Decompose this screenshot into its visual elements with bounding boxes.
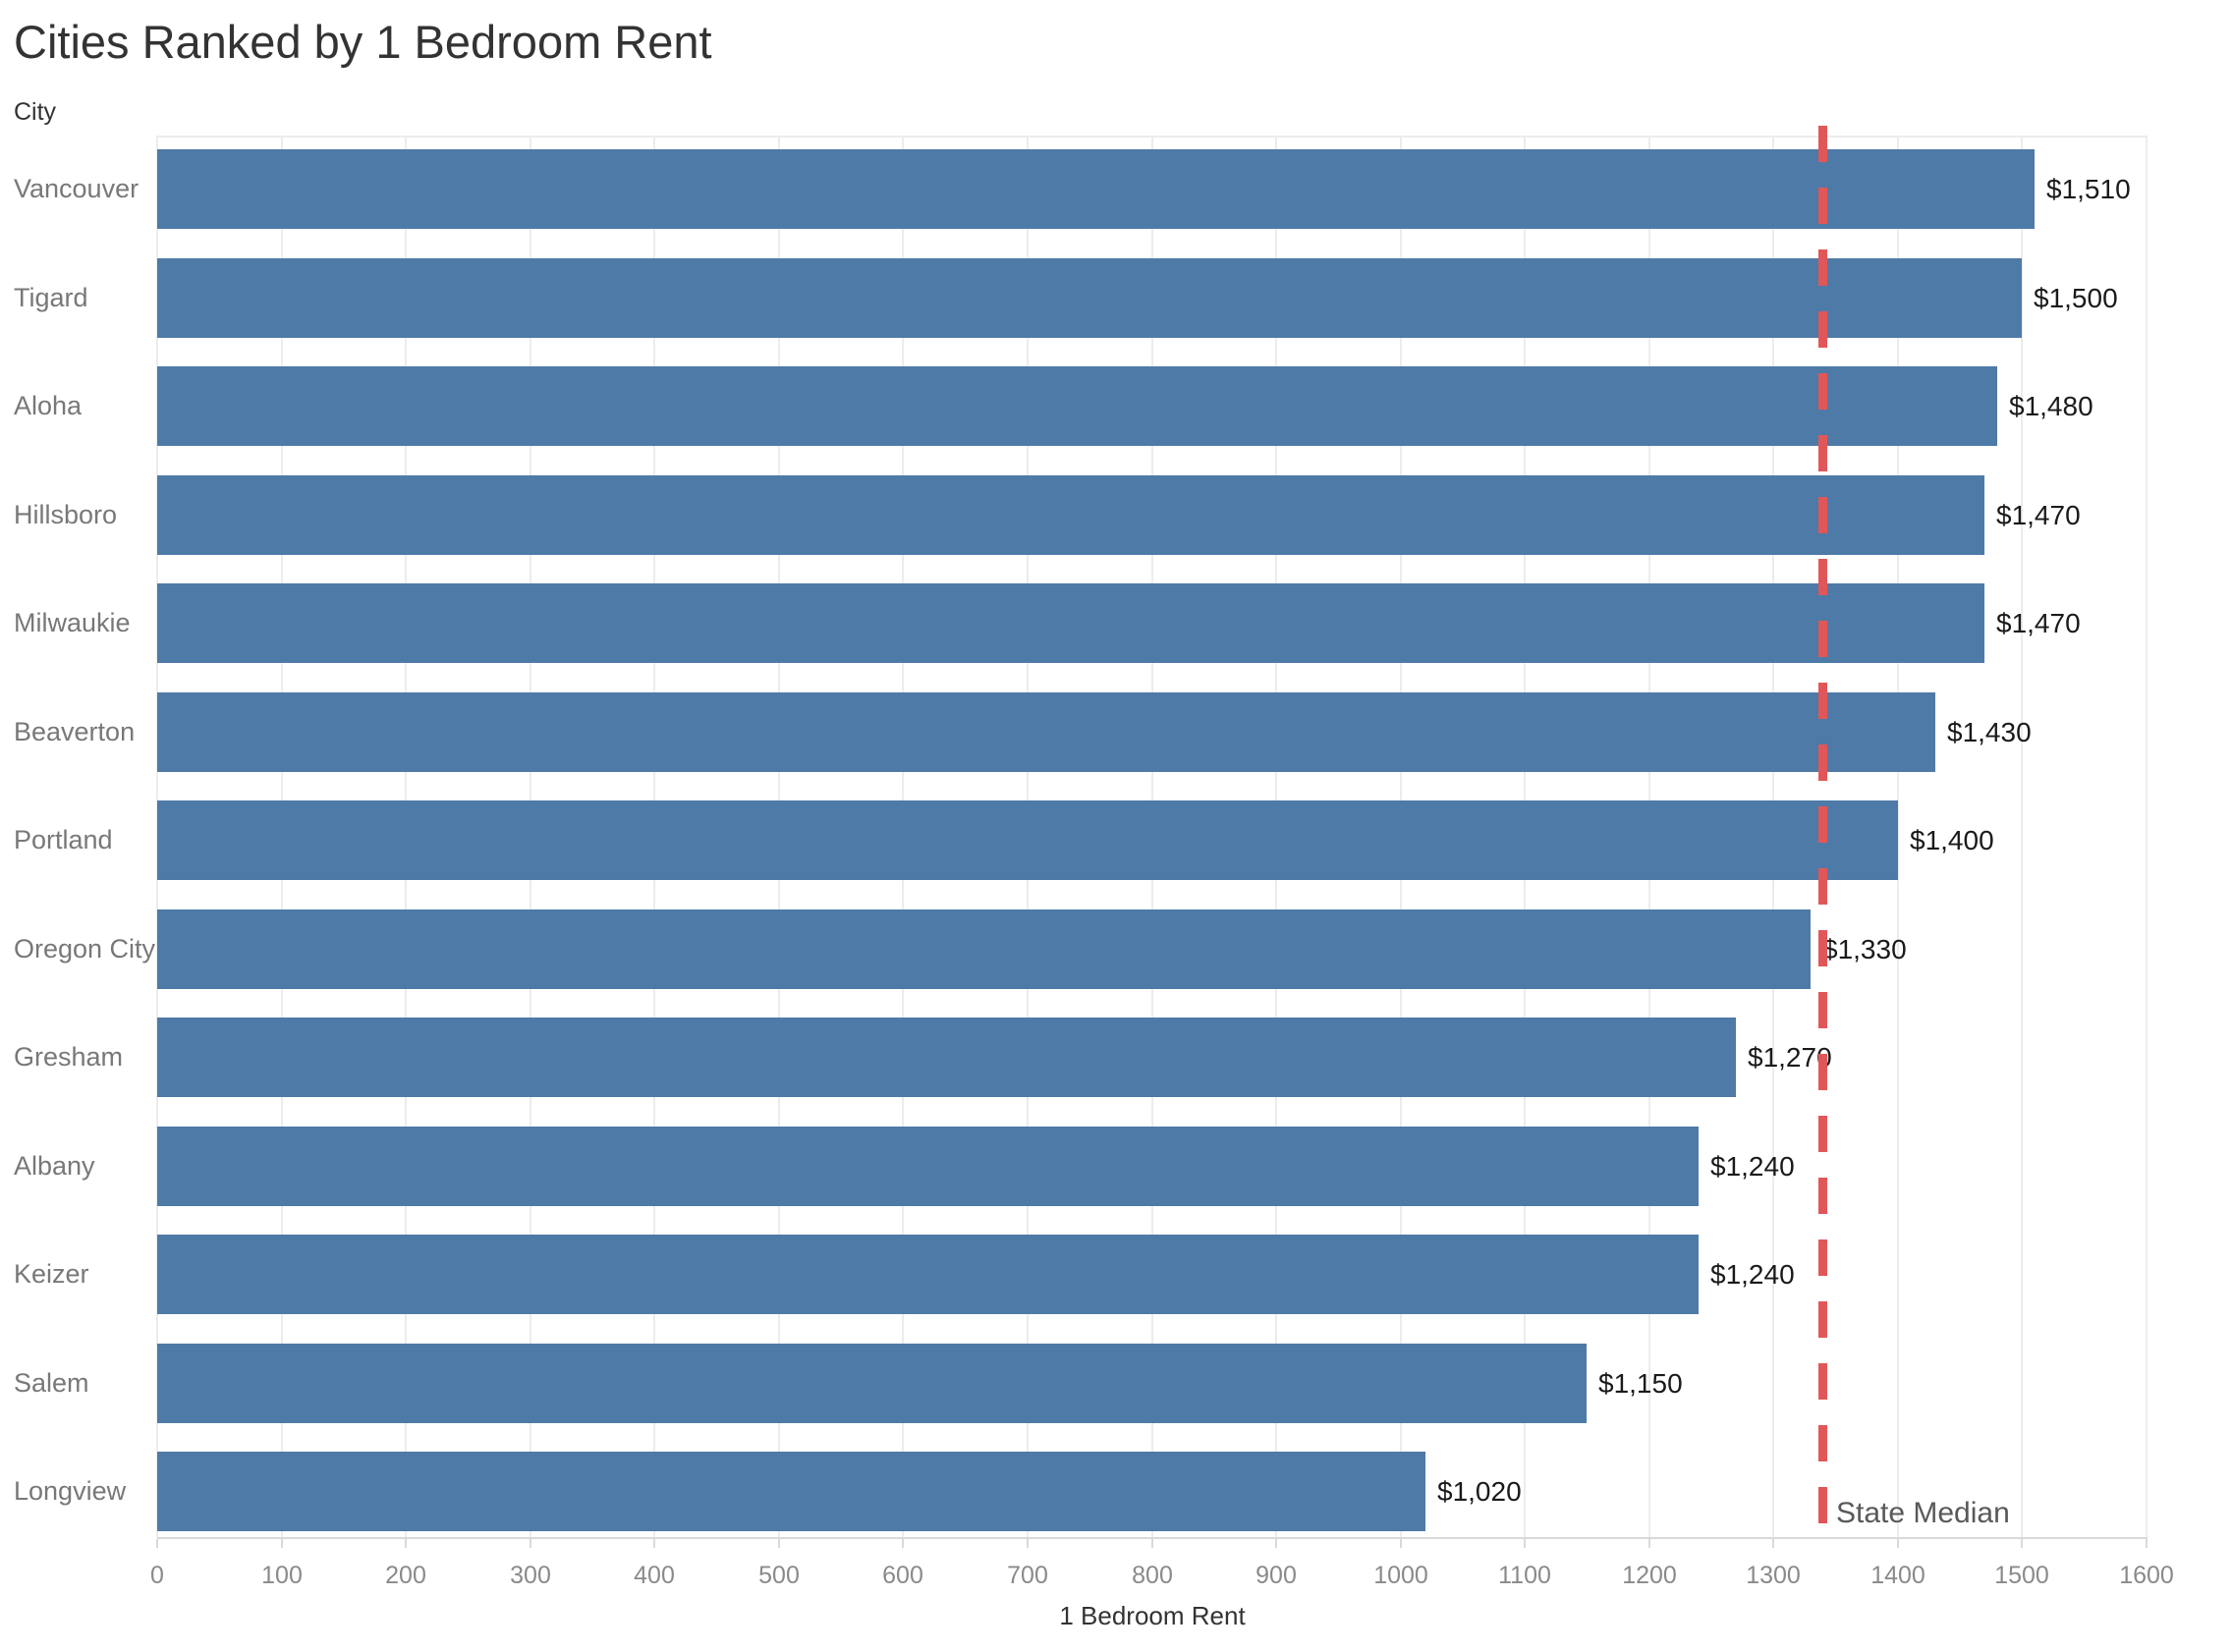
tick-label-1000: 1000 xyxy=(1373,1562,1428,1589)
tick-label-800: 800 xyxy=(1132,1562,1173,1589)
bar-portland[interactable] xyxy=(157,800,1898,880)
tick-label-0: 0 xyxy=(150,1562,164,1589)
value-label-gresham: $1,270 xyxy=(1748,1042,1832,1073)
chart-title: Cities Ranked by 1 Bedroom Rent xyxy=(14,16,712,68)
tick-label-1400: 1400 xyxy=(1870,1562,1925,1589)
axis-tick-1200 xyxy=(1648,1539,1650,1548)
value-label-aloha: $1,480 xyxy=(2009,391,2093,421)
category-label-aloha: Aloha xyxy=(14,391,83,420)
bar-beaverton[interactable] xyxy=(157,692,1935,772)
axis-tick-1600 xyxy=(2146,1539,2148,1548)
tick-label-500: 500 xyxy=(758,1562,800,1589)
bar-gresham[interactable] xyxy=(157,1018,1736,1097)
value-label-salem: $1,150 xyxy=(1598,1368,1683,1399)
axis-tick-200 xyxy=(405,1539,407,1548)
category-label-gresham: Gresham xyxy=(14,1042,124,1072)
tick-label-1600: 1600 xyxy=(2119,1562,2174,1589)
axis-tick-900 xyxy=(1275,1539,1277,1548)
category-label-longview: Longview xyxy=(14,1476,127,1506)
value-label-oregon-city: $1,330 xyxy=(1822,934,1907,964)
axis-tick-800 xyxy=(1151,1539,1153,1548)
tick-label-1500: 1500 xyxy=(1994,1562,2049,1589)
x-axis-line xyxy=(157,1537,2148,1539)
tick-label-600: 600 xyxy=(882,1562,923,1589)
tick-label-400: 400 xyxy=(634,1562,675,1589)
value-label-albany: $1,240 xyxy=(1710,1151,1795,1182)
category-label-milwaukie: Milwaukie xyxy=(14,608,131,637)
category-label-hillsboro: Hillsboro xyxy=(14,500,118,529)
value-label-portland: $1,400 xyxy=(1910,825,1994,855)
tick-label-1200: 1200 xyxy=(1622,1562,1677,1589)
axis-tick-1500 xyxy=(2021,1539,2023,1548)
axis-tick-500 xyxy=(778,1539,780,1548)
value-label-keizer: $1,240 xyxy=(1710,1259,1795,1290)
category-label-albany: Albany xyxy=(14,1151,95,1181)
axis-tick-1400 xyxy=(1897,1539,1899,1548)
axis-tick-1100 xyxy=(1524,1539,1526,1548)
value-label-hillsboro: $1,470 xyxy=(1996,500,2081,530)
axis-tick-700 xyxy=(1027,1539,1029,1548)
x-axis-title: 1 Bedroom Rent xyxy=(1059,1601,1246,1630)
axis-tick-1000 xyxy=(1400,1539,1402,1548)
axis-tick-0 xyxy=(156,1539,158,1548)
bar-keizer[interactable] xyxy=(157,1235,1699,1314)
category-label-salem: Salem xyxy=(14,1368,89,1398)
bar-albany[interactable] xyxy=(157,1127,1699,1206)
axis-tick-100 xyxy=(281,1539,283,1548)
state-median-reference-line xyxy=(1818,126,1827,1542)
bar-salem[interactable] xyxy=(157,1344,1587,1423)
category-label-keizer: Keizer xyxy=(14,1259,89,1289)
gridline-1400 xyxy=(1897,136,1899,1537)
y-axis-field-label: City xyxy=(14,98,57,126)
tick-label-700: 700 xyxy=(1007,1562,1048,1589)
axis-tick-400 xyxy=(653,1539,655,1548)
bar-milwaukie[interactable] xyxy=(157,583,1984,663)
category-label-tigard: Tigard xyxy=(14,283,88,312)
gridline-1600 xyxy=(2146,136,2148,1537)
value-label-tigard: $1,500 xyxy=(2034,283,2118,313)
value-label-longview: $1,020 xyxy=(1437,1476,1522,1507)
category-label-beaverton: Beaverton xyxy=(14,717,136,746)
tick-label-900: 900 xyxy=(1256,1562,1297,1589)
axis-tick-300 xyxy=(530,1539,531,1548)
bar-vancouver[interactable] xyxy=(157,149,2035,229)
axis-tick-1300 xyxy=(1772,1539,1774,1548)
bar-oregon-city[interactable] xyxy=(157,909,1811,989)
tick-label-300: 300 xyxy=(510,1562,551,1589)
tick-label-100: 100 xyxy=(261,1562,303,1589)
plot-area: $1,510 $1,500 $1,480 $1,470 $1,470 $1,430 $1,4… xyxy=(150,126,2191,1630)
bar-longview[interactable] xyxy=(157,1452,1425,1531)
value-label-milwaukie: $1,470 xyxy=(1996,608,2081,638)
state-median-label: State Median xyxy=(1836,1497,2010,1529)
axis-tick-600 xyxy=(902,1539,904,1548)
bar-aloha[interactable] xyxy=(157,366,1997,446)
bar-hillsboro[interactable] xyxy=(157,475,1984,555)
tick-label-1100: 1100 xyxy=(1498,1562,1551,1589)
category-label-portland: Portland xyxy=(14,825,113,854)
value-label-vancouver: $1,510 xyxy=(2046,174,2131,204)
gridline-1500 xyxy=(2021,136,2023,1537)
category-label-vancouver: Vancouver xyxy=(14,174,140,203)
category-label-oregon-city: Oregon City xyxy=(14,934,156,964)
value-label-beaverton: $1,430 xyxy=(1947,717,2032,747)
bar-tigard[interactable] xyxy=(157,258,2022,338)
tick-label-200: 200 xyxy=(385,1562,426,1589)
tick-label-1300: 1300 xyxy=(1746,1562,1801,1589)
